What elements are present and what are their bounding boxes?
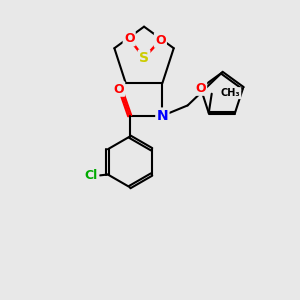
Text: N: N [157, 109, 168, 123]
Text: Cl: Cl [85, 169, 98, 182]
Text: S: S [139, 51, 149, 65]
Text: O: O [195, 82, 206, 94]
Text: CH₃: CH₃ [220, 88, 240, 98]
Text: O: O [124, 32, 134, 45]
Text: O: O [155, 34, 166, 46]
Text: O: O [113, 82, 124, 96]
